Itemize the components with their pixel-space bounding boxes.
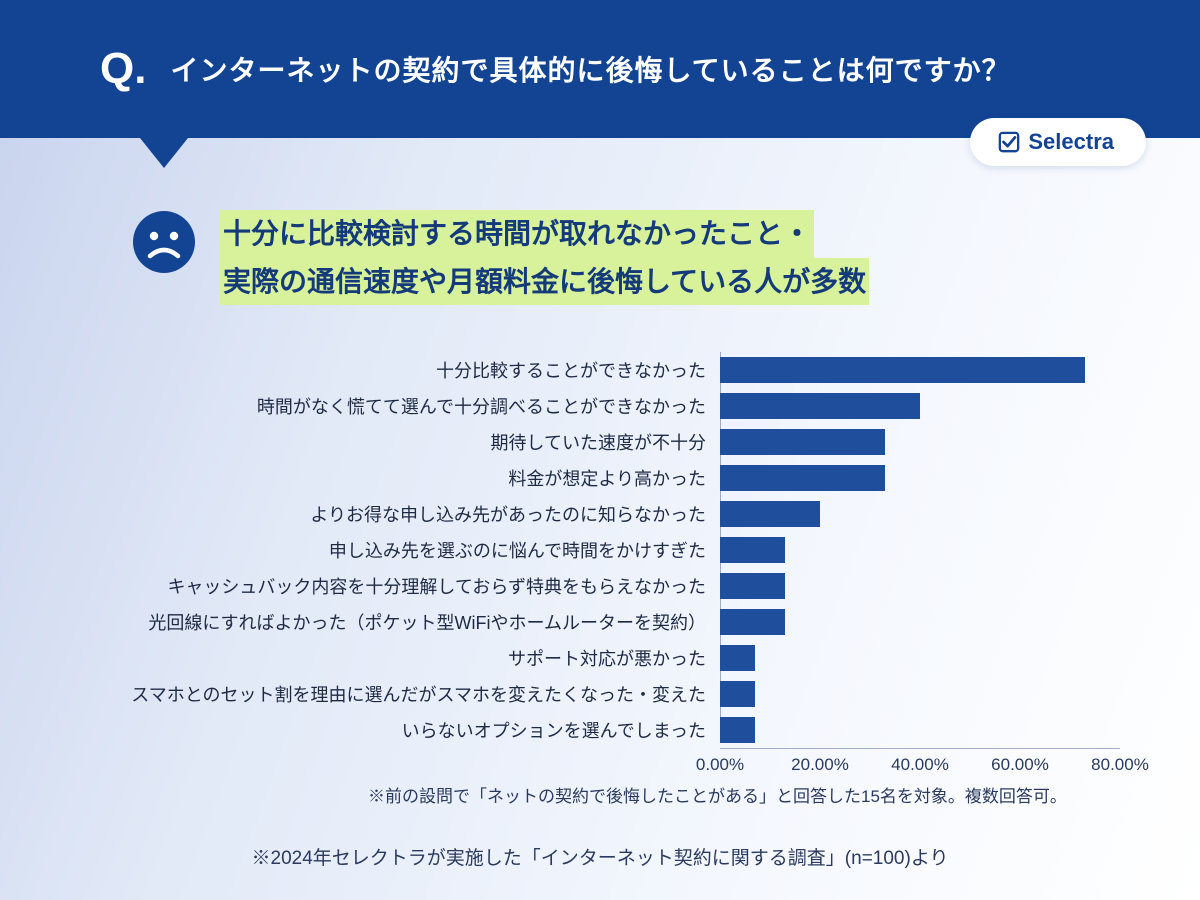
chart-plot-area: 十分比較することができなかった時間がなく慌てて選んで十分調べることができなかった…	[80, 352, 1120, 748]
question-prefix: Q.	[100, 44, 146, 94]
chart-bar-track	[720, 676, 1120, 712]
chart-bar	[720, 465, 885, 491]
chart-bar-track	[720, 568, 1120, 604]
chart-bar	[720, 681, 755, 707]
question-text: インターネットの契約で具体的に後悔していることは何ですか？	[170, 49, 1010, 89]
chart-x-tick: 40.00%	[891, 755, 949, 775]
chart-category-label: よりお得な申し込み先があったのに知らなかった	[80, 501, 720, 527]
chart-x-tick: 60.00%	[991, 755, 1049, 775]
chart-bar	[720, 573, 785, 599]
chart-x-tick: 80.00%	[1091, 755, 1149, 775]
brand-badge: Selectra	[970, 118, 1146, 166]
chart-category-label: 期待していた速度が不十分	[80, 429, 720, 455]
brand-name: Selectra	[1028, 129, 1114, 155]
brand-check-icon	[998, 131, 1020, 153]
header-pointer-icon	[140, 138, 188, 168]
page-root: Q. インターネットの契約で具体的に後悔していることは何ですか？ Selectr…	[0, 0, 1200, 900]
chart-x-tick: 0.00%	[696, 755, 744, 775]
chart-category-label: サポート対応が悪かった	[80, 645, 720, 671]
chart-category-label: いらないオプションを選んでしまった	[80, 717, 720, 743]
chart-category-label: 料金が想定より高かった	[80, 465, 720, 491]
chart-category-label: 時間がなく慌てて選んで十分調べることができなかった	[80, 393, 720, 419]
chart-row: スマホとのセット割を理由に選んだがスマホを変えたくなった・変えた	[80, 676, 1120, 712]
chart-bar	[720, 537, 785, 563]
chart-row: 光回線にすればよかった（ポケット型WiFiやホームルーターを契約）	[80, 604, 1120, 640]
chart-row: サポート対応が悪かった	[80, 640, 1120, 676]
chart-bar-track	[720, 388, 1120, 424]
headline-text: 十分に比較検討する時間が取れなかったこと・ 実際の通信速度や月額料金に後悔してい…	[220, 210, 869, 305]
chart-bar-track	[720, 424, 1120, 460]
chart-bar-track	[720, 604, 1120, 640]
headline-line-2: 実際の通信速度や月額料金に後悔している人が多数	[220, 258, 869, 306]
chart-bar-track	[720, 640, 1120, 676]
chart-bar-track	[720, 352, 1120, 388]
chart-row: 期待していた速度が不十分	[80, 424, 1120, 460]
chart-bar	[720, 429, 885, 455]
axis-spacer	[80, 748, 720, 776]
headline-section: 十分に比較検討する時間が取れなかったこと・ 実際の通信速度や月額料金に後悔してい…	[132, 210, 1140, 305]
bar-chart: 十分比較することができなかった時間がなく慌てて選んで十分調べることができなかった…	[80, 352, 1120, 807]
chart-bar	[720, 501, 820, 527]
chart-bar	[720, 609, 785, 635]
source-footnote: ※2024年セレクトラが実施した「インターネット契約に関する調査」(n=100)…	[0, 843, 1200, 870]
chart-bar-track	[720, 532, 1120, 568]
chart-bar	[720, 645, 755, 671]
chart-row: 料金が想定より高かった	[80, 460, 1120, 496]
axis-tick-area: 0.00%20.00%40.00%60.00%80.00%	[720, 748, 1120, 776]
chart-x-tick: 20.00%	[791, 755, 849, 775]
chart-row: いらないオプションを選んでしまった	[80, 712, 1120, 748]
chart-category-label: スマホとのセット割を理由に選んだがスマホを変えたくなった・変えた	[80, 681, 720, 707]
chart-category-label: キャッシュバック内容を十分理解しておらず特典をもらえなかった	[80, 573, 720, 599]
chart-bar	[720, 393, 920, 419]
chart-bar	[720, 357, 1085, 383]
chart-row: よりお得な申し込み先があったのに知らなかった	[80, 496, 1120, 532]
chart-row: 十分比較することができなかった	[80, 352, 1120, 388]
chart-row: 申し込み先を選ぶのに悩んで時間をかけすぎた	[80, 532, 1120, 568]
chart-category-label: 十分比較することができなかった	[80, 357, 720, 383]
chart-category-label: 申し込み先を選ぶのに悩んで時間をかけすぎた	[80, 537, 720, 563]
chart-bar	[720, 717, 755, 743]
chart-bar-track	[720, 712, 1120, 748]
chart-category-label: 光回線にすればよかった（ポケット型WiFiやホームルーターを契約）	[80, 609, 720, 635]
chart-bar-track	[720, 496, 1120, 532]
chart-footnote: ※前の設問で「ネットの契約で後悔したことがある」と回答した15名を対象。複数回答…	[368, 782, 1120, 807]
headline-line-1: 十分に比較検討する時間が取れなかったこと・	[220, 210, 814, 258]
chart-x-axis: 0.00%20.00%40.00%60.00%80.00%	[80, 748, 1120, 776]
chart-row: キャッシュバック内容を十分理解しておらず特典をもらえなかった	[80, 568, 1120, 604]
sad-face-icon	[132, 210, 196, 274]
chart-row: 時間がなく慌てて選んで十分調べることができなかった	[80, 388, 1120, 424]
chart-bar-track	[720, 460, 1120, 496]
